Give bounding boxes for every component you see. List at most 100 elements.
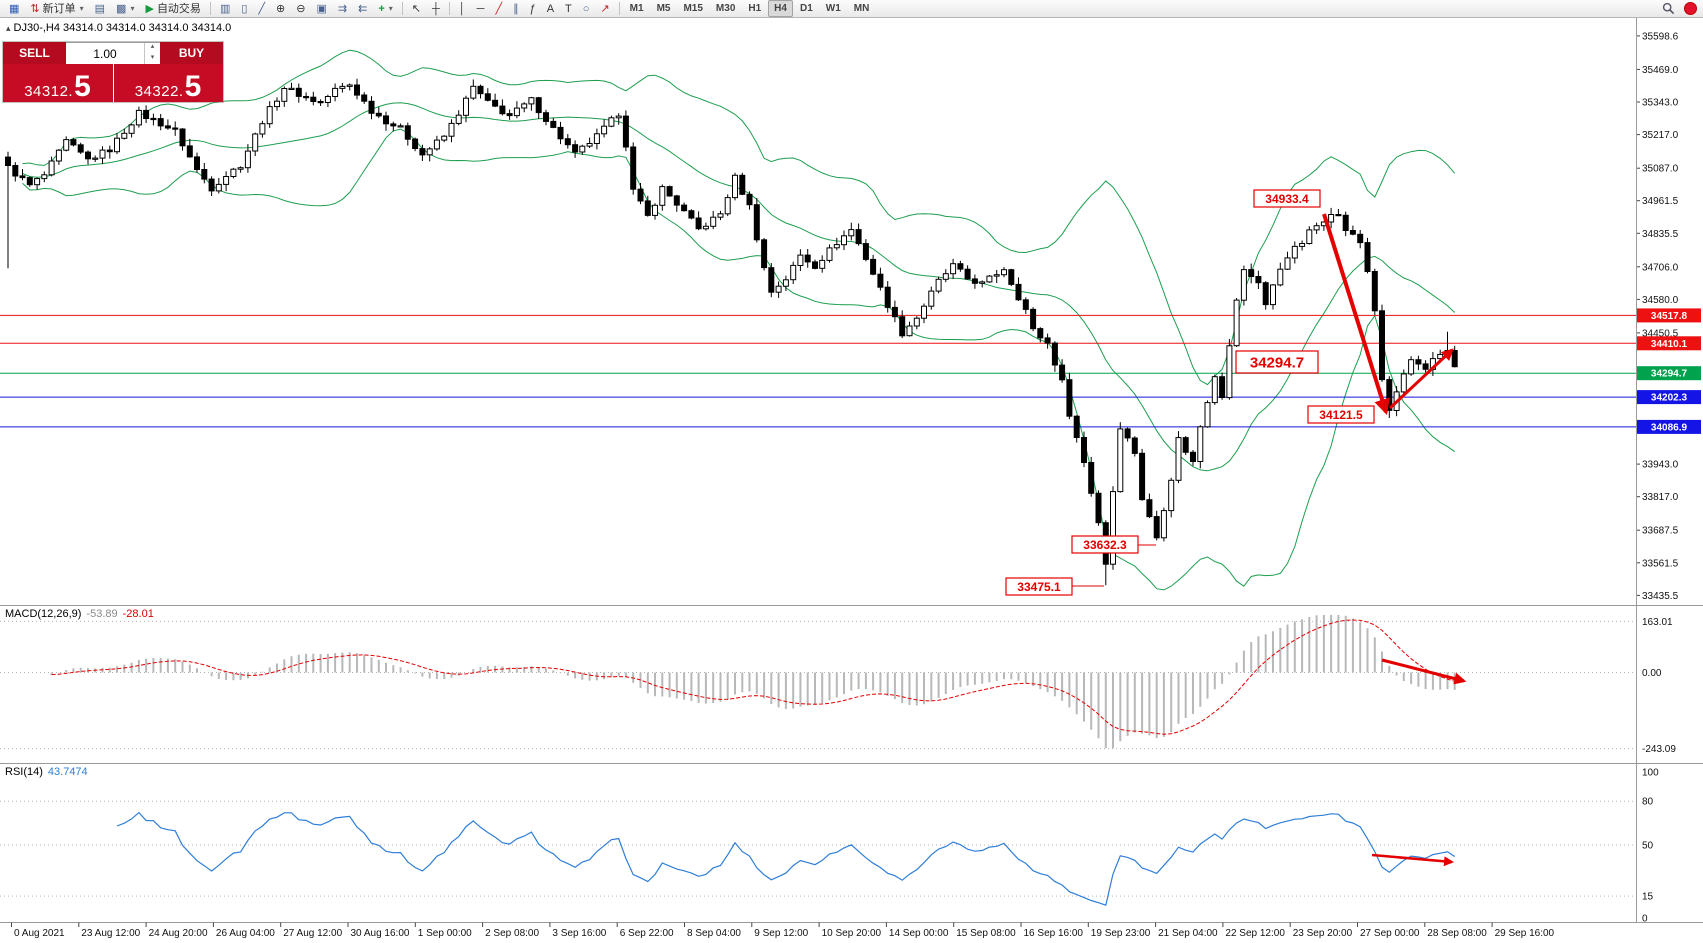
trade-panel-toggle-icon[interactable]: ▴ — [6, 23, 11, 33]
channel-icon: ∥ — [513, 2, 519, 15]
price-annotation-34121.5[interactable]: 34121.5 — [1307, 405, 1375, 424]
svg-text:35469.0: 35469.0 — [1642, 65, 1679, 76]
chart-shift-button[interactable]: ⇇ — [353, 0, 372, 17]
text-tool-button[interactable]: A — [542, 0, 559, 17]
price-tag-34086.9: 34086.9 — [1637, 419, 1701, 434]
rsi-scale-tick: 15 — [1642, 892, 1654, 903]
price-annotation-33475.1[interactable]: 33475.1 — [1005, 577, 1073, 596]
spin-down-icon[interactable]: ▾ — [150, 53, 155, 61]
bar-chart-button[interactable]: ▥ — [215, 0, 235, 17]
price-annotation-34294.7[interactable]: 34294.7 — [1235, 350, 1319, 374]
search-button[interactable] — [1657, 0, 1680, 17]
timeframe-m30-button[interactable]: M30 — [715, 3, 736, 14]
svg-text:34410.1: 34410.1 — [1651, 339, 1688, 350]
chart-window-icon: ▤ — [94, 2, 106, 15]
horizontal-line-button[interactable]: ─ — [472, 0, 490, 17]
shapes-button[interactable]: ○ — [578, 0, 595, 17]
svg-text:33475.1: 33475.1 — [1017, 580, 1061, 594]
autotrading-label: 自动交易 — [156, 2, 201, 15]
macd-signal-value: -28.01 — [122, 608, 154, 620]
bollinger-middle-band — [22, 102, 1456, 472]
sell-price[interactable]: 34312. 5 — [3, 64, 114, 102]
svg-text:1 Sep 00:00: 1 Sep 00:00 — [418, 928, 472, 939]
line-chart-icon: ╱ — [258, 2, 266, 15]
price-annotation-33632.3[interactable]: 33632.3 — [1071, 535, 1139, 554]
buy-price-big-digit: 5 — [184, 70, 202, 103]
price-tag-34410.1: 34410.1 — [1637, 336, 1701, 351]
timeframe-h4-button[interactable]: H4 — [768, 0, 793, 17]
zoom-out-button[interactable]: ⊖ — [291, 0, 310, 17]
rsi-arrow[interactable] — [1371, 853, 1454, 867]
bollinger-upper-band — [22, 49, 1456, 386]
volume-value[interactable]: 1.00 — [93, 46, 117, 61]
spin-up-icon[interactable]: ▴ — [150, 43, 155, 50]
new-order-button[interactable]: ⇅ 新订单 ▾ — [25, 0, 88, 17]
svg-text:27 Sep 00:00: 27 Sep 00:00 — [1360, 928, 1420, 939]
sell-button[interactable]: SELL — [3, 42, 66, 64]
crosshair-button[interactable]: ┼ — [427, 0, 445, 17]
time-scale[interactable]: 0 Aug 2021 23 Aug 12:00 24 Aug 20:00 26 Aug… — [11, 922, 1555, 940]
line-chart-button[interactable]: ╱ — [253, 0, 270, 17]
macd-arrow[interactable] — [1381, 658, 1467, 685]
volume-stepper[interactable]: 1.00 ▴ ▾ — [66, 42, 160, 64]
auto-scroll-button[interactable]: ⇉ — [333, 0, 352, 17]
zoom-out-icon: ⊖ — [296, 2, 306, 15]
chart-window-button[interactable]: ▤ — [90, 0, 110, 17]
chart-shift-icon: ⇇ — [358, 2, 368, 15]
tile-windows-icon: ▣ — [316, 2, 327, 15]
rsi-name: RSI(14) — [5, 766, 43, 778]
rsi-scale-tick: 100 — [1642, 768, 1659, 779]
fibonacci-button[interactable]: ƒ — [525, 0, 541, 17]
timeframe-w1-button[interactable]: W1 — [825, 3, 841, 14]
text-icon: A — [546, 2, 555, 15]
svg-text:10 Sep 20:00: 10 Sep 20:00 — [822, 928, 882, 939]
timeframe-m15-button[interactable]: M15 — [683, 3, 703, 14]
one-click-trading-panel: SELL 1.00 ▴ ▾ BUY 34312. 5 34322. 5 — [3, 42, 223, 102]
timeframe-mn-button[interactable]: MN — [853, 3, 870, 14]
zoom-in-icon: ⊕ — [276, 2, 286, 15]
price-annotation-34933.4[interactable]: 34933.4 — [1253, 189, 1321, 208]
profiles-button[interactable]: ▩ ▾ — [111, 0, 139, 17]
label-icon: T — [565, 2, 572, 15]
svg-text:28 Sep 08:00: 28 Sep 08:00 — [1427, 928, 1487, 939]
buy-button[interactable]: BUY — [160, 42, 223, 64]
zoom-in-button[interactable]: ⊕ — [271, 0, 290, 17]
tile-windows-button[interactable]: ▣ — [311, 0, 331, 17]
svg-text:34580.0: 34580.0 — [1642, 295, 1679, 306]
svg-text:30 Aug 16:00: 30 Aug 16:00 — [351, 928, 410, 939]
indicators-button[interactable]: + ▾ — [373, 0, 397, 17]
rsi-scale-tick: 80 — [1642, 797, 1654, 808]
cursor-icon: ↖ — [411, 2, 421, 15]
toolbar-separator — [401, 2, 403, 15]
svg-text:8 Sep 04:00: 8 Sep 04:00 — [687, 928, 741, 939]
price-scale[interactable]: 35598.6 35469.0 35343.0 35217.0 35087.0 34961… — [1636, 31, 1679, 602]
timeframe-m1-button[interactable]: M1 — [629, 3, 644, 14]
timeframe-d1-button[interactable]: D1 — [799, 3, 813, 14]
autotrading-button[interactable]: ▶ 自动交易 — [140, 0, 205, 17]
shapes-icon: ○ — [582, 2, 590, 15]
svg-text:34706.0: 34706.0 — [1642, 262, 1679, 273]
toolbar-right-group — [1657, 0, 1699, 17]
main-chart-area[interactable] — [0, 18, 1636, 605]
macd-signal-line — [51, 619, 1455, 735]
crosshair-icon: ┼ — [431, 2, 440, 15]
volume-spinner[interactable]: ▴ ▾ — [144, 43, 160, 64]
trendline-button[interactable]: ╱ — [490, 0, 507, 17]
macd-name: MACD(12,26,9) — [5, 608, 82, 620]
candlestick-button[interactable]: ▯ — [236, 0, 252, 17]
svg-text:0 Aug 2021: 0 Aug 2021 — [14, 928, 65, 939]
channel-button[interactable]: ∥ — [508, 0, 524, 17]
app-menu-button[interactable]: ▦ — [4, 0, 24, 17]
label-tool-button[interactable]: T — [560, 0, 577, 17]
svg-text:26 Aug 04:00: 26 Aug 04:00 — [216, 928, 275, 939]
cursor-button[interactable]: ↖ — [407, 0, 426, 17]
trend-down-arrow[interactable] — [1322, 213, 1390, 416]
notification-badge[interactable] — [1684, 2, 1697, 15]
timeframe-h1-button[interactable]: H1 — [748, 3, 762, 14]
trend-up-arrow[interactable] — [1388, 348, 1454, 410]
arrow-object-button[interactable]: ↗ — [595, 0, 614, 17]
timeframe-m5-button[interactable]: M5 — [656, 3, 671, 14]
buy-price[interactable]: 34322. 5 — [113, 64, 223, 103]
vertical-line-button[interactable]: │ — [454, 0, 471, 17]
